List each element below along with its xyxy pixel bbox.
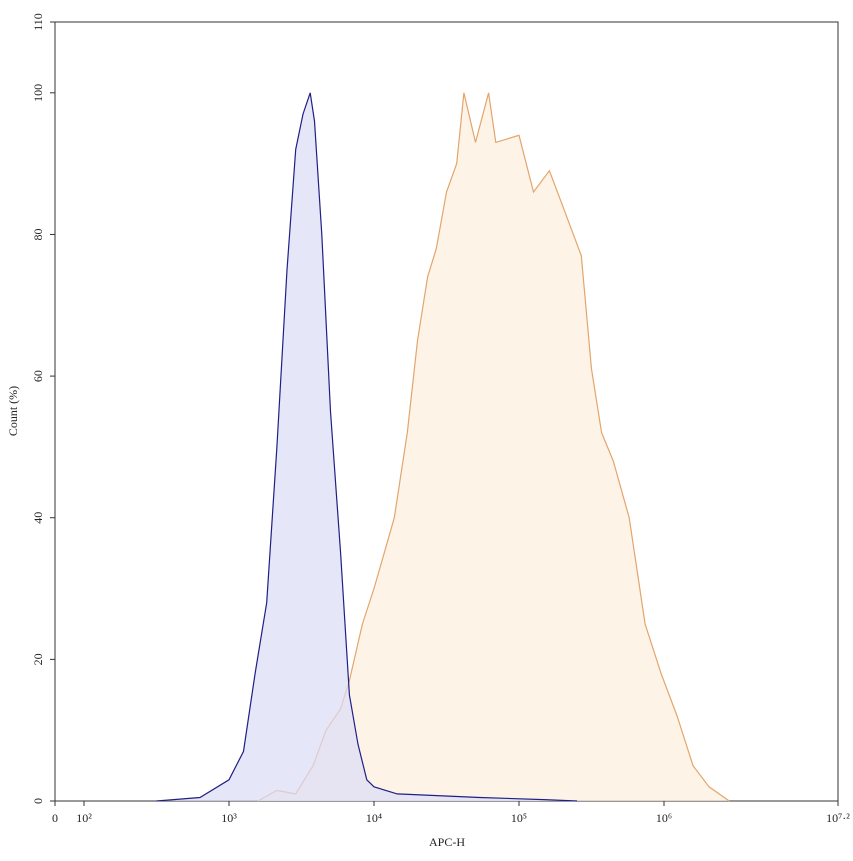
x-tick-label: 10² — [76, 811, 92, 825]
y-tick-label: 100 — [31, 84, 45, 102]
x-tick-label: 10⁵ — [511, 811, 527, 825]
plot-area — [156, 92, 730, 802]
x-tick-label: 0 — [52, 811, 58, 825]
y-tick-label: 80 — [31, 228, 45, 240]
x-tick-label: 10⁶ — [656, 811, 672, 825]
x-axis-label: APC-H — [429, 835, 465, 849]
x-tick-label: 10⁷·² — [826, 811, 850, 825]
y-axis-label: Count (%) — [6, 386, 20, 436]
y-tick-label: 20 — [31, 653, 45, 665]
histogram-line — [156, 92, 578, 802]
x-tick-label: 10³ — [221, 811, 237, 825]
y-tick-label: 40 — [31, 512, 45, 524]
y-tick-label: 110 — [31, 13, 45, 31]
area-fill — [258, 92, 730, 802]
x-tick-label: 10⁴ — [366, 811, 382, 825]
y-tick-label: 60 — [31, 370, 45, 382]
y-tick-label: 0 — [31, 798, 45, 804]
